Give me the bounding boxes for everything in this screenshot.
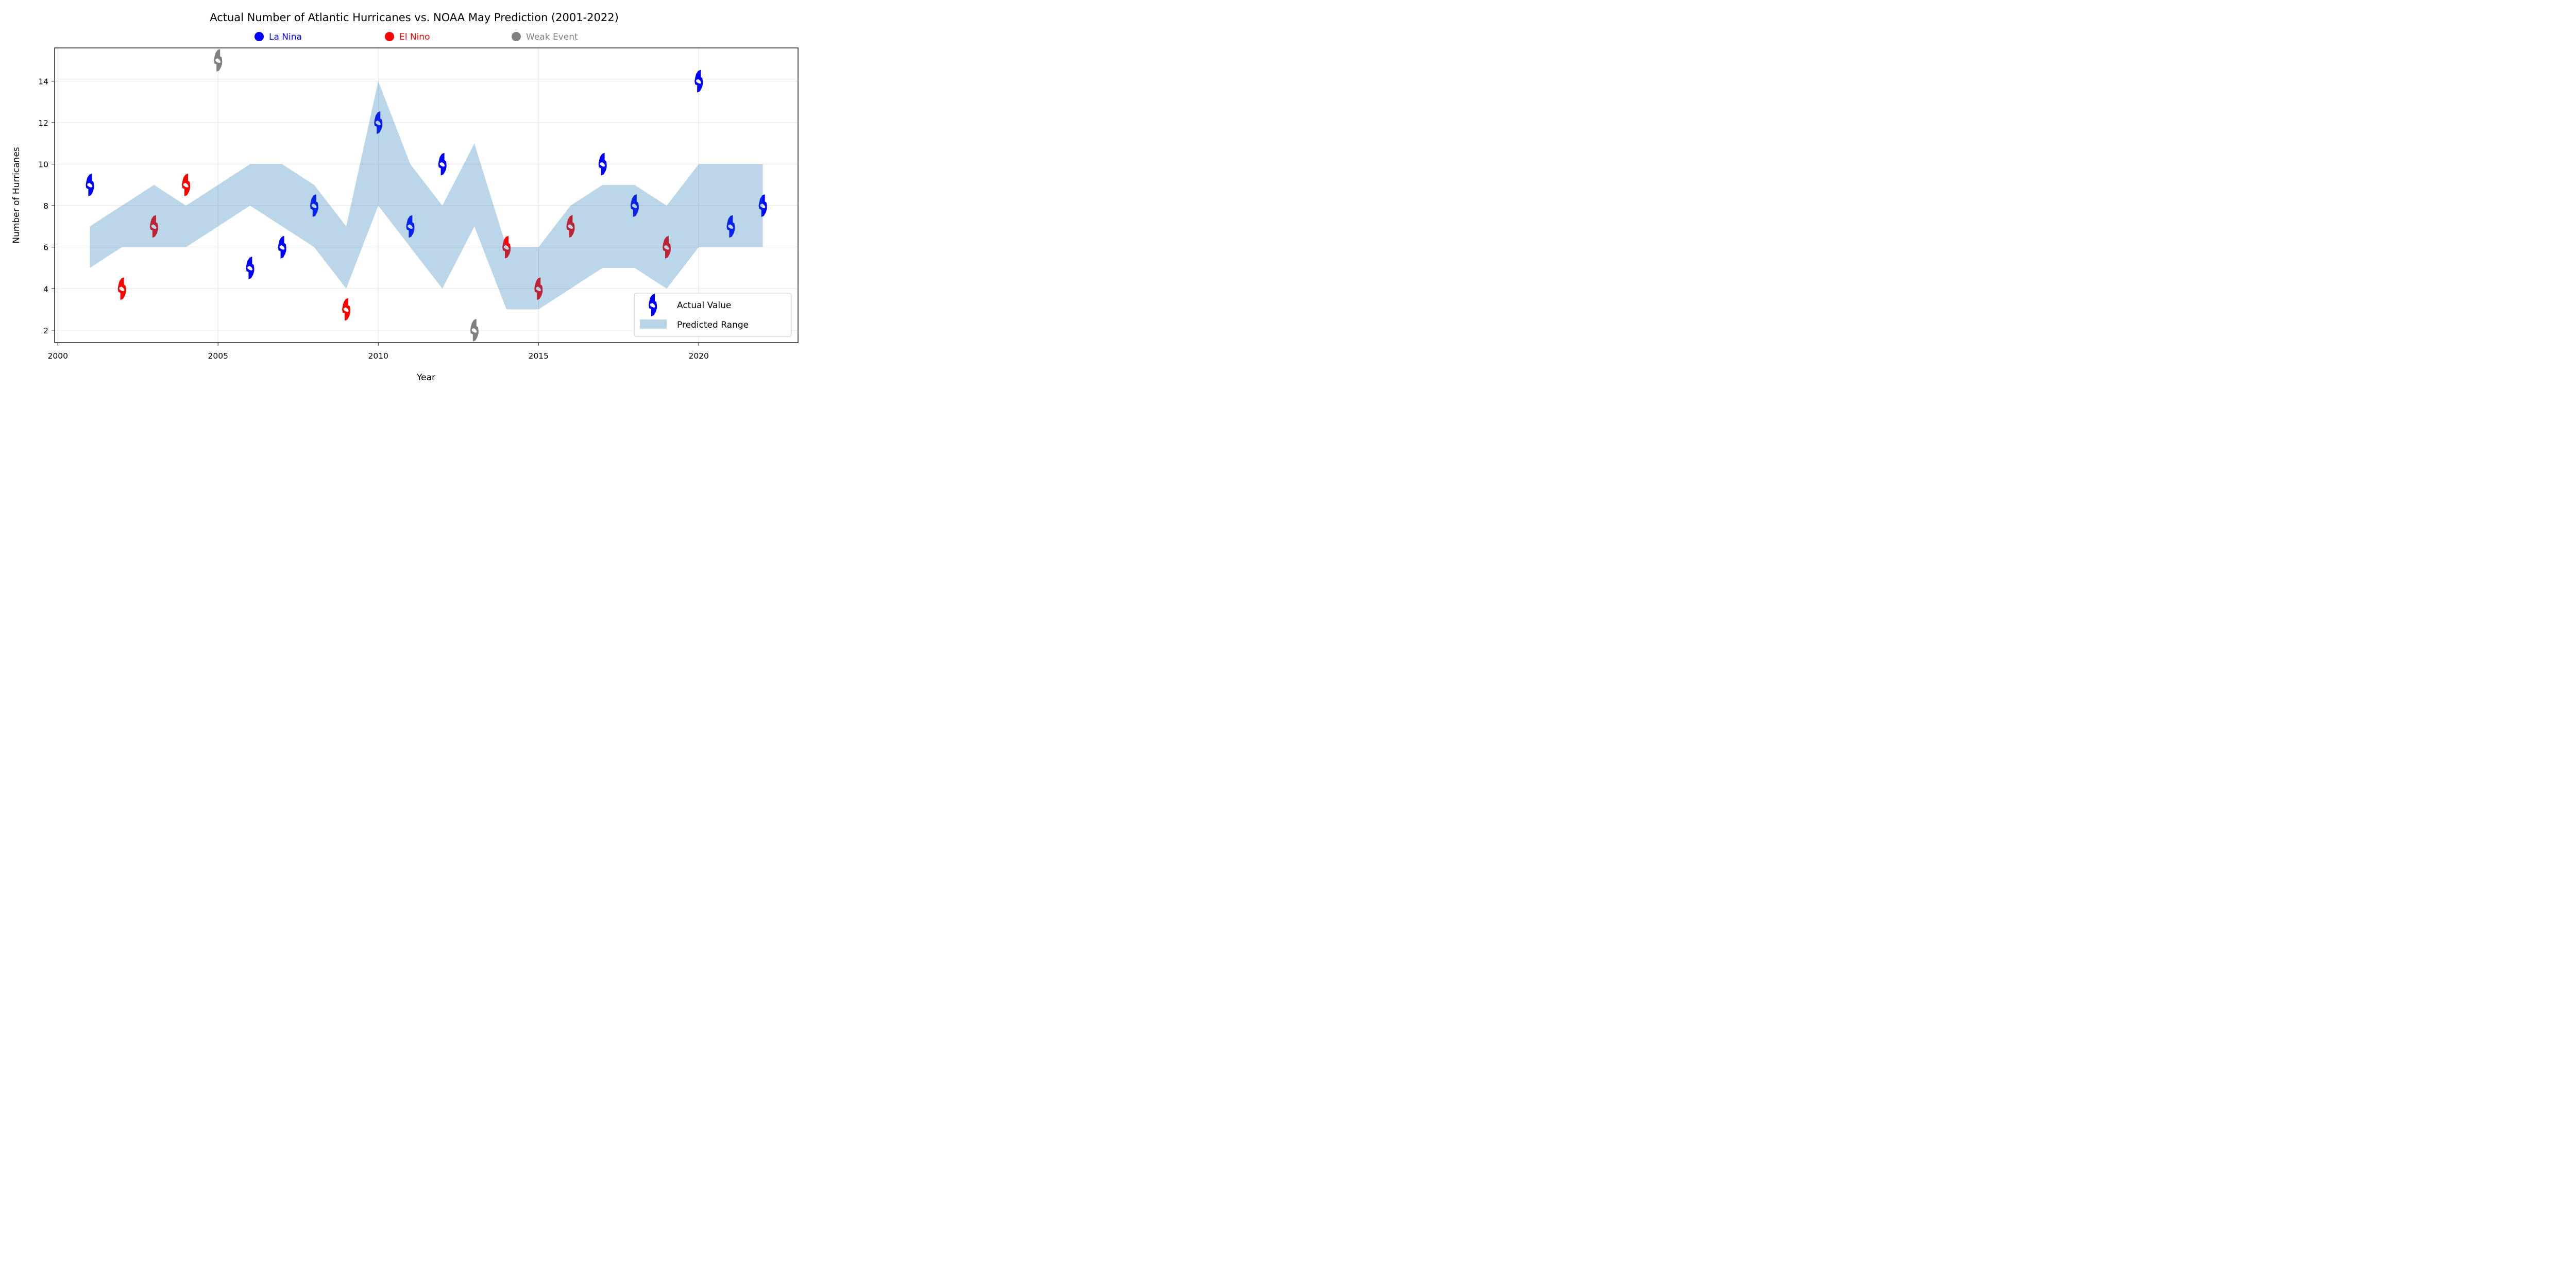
y-tick-label: 4 — [43, 284, 48, 294]
actual-marker-2021 — [726, 215, 735, 238]
plot-area — [54, 47, 799, 343]
y-tick-label: 6 — [43, 243, 48, 252]
y-axis: 2 4 6 8 10 12 14 — [38, 77, 55, 335]
actual-marker-2005 — [214, 49, 223, 72]
actual-marker-2003 — [149, 215, 158, 238]
actual-marker-2009 — [342, 298, 351, 321]
x-tick-label: 2010 — [368, 351, 388, 361]
actual-marker-2011 — [406, 215, 415, 238]
enso-legend: La Nina El Nino Weak Event — [255, 32, 578, 42]
enso-legend-label: Weak Event — [526, 32, 578, 42]
legend-label-actual: Actual Value — [677, 300, 731, 311]
actual-marker-2010 — [374, 111, 383, 134]
actual-marker-2008 — [310, 194, 318, 217]
y-axis-label: Number of Hurricanes — [11, 147, 22, 243]
x-axis-label: Year — [416, 373, 435, 383]
actual-marker-2015 — [534, 277, 543, 300]
grid-lines — [55, 48, 798, 343]
x-tick-label: 2020 — [688, 351, 708, 361]
predicted-range-area — [90, 81, 763, 310]
actual-marker-2013 — [470, 318, 479, 342]
actual-marker-2012 — [438, 153, 447, 176]
x-tick-label: 2015 — [528, 351, 548, 361]
actual-marker-2017 — [598, 153, 607, 176]
actual-marker-2004 — [182, 173, 191, 196]
legend-marker-icon — [649, 294, 657, 316]
hurricane-chart: Actual Number of Atlantic Hurricanes vs.… — [11, 11, 799, 383]
x-axis: 2000 2005 2010 2015 2020 — [47, 343, 709, 361]
enso-legend-label: El Nino — [399, 32, 430, 42]
enso-legend-dot — [385, 32, 394, 41]
x-tick-label: 2005 — [208, 351, 228, 361]
actual-marker-2022 — [758, 194, 767, 217]
actual-marker-2018 — [630, 194, 639, 217]
y-tick-label: 8 — [43, 201, 48, 211]
plot-frame — [54, 47, 799, 343]
enso-legend-label: La Nina — [269, 32, 302, 42]
actual-marker-2019 — [662, 235, 671, 259]
enso-legend-dot — [255, 32, 264, 41]
y-tick-label: 10 — [38, 160, 48, 170]
legend-box — [634, 293, 792, 337]
actual-marker-2006 — [246, 256, 255, 279]
legend-patch-icon — [640, 319, 667, 329]
y-tick-label: 14 — [38, 77, 48, 86]
chart-legend: Actual Value Predicted Range — [634, 293, 792, 337]
enso-legend-dot — [512, 32, 521, 41]
legend-label-predicted: Predicted Range — [677, 320, 749, 330]
y-tick-label: 12 — [38, 119, 48, 128]
actual-value-markers — [86, 49, 767, 342]
x-tick-label: 2000 — [47, 351, 67, 361]
actual-marker-2002 — [117, 277, 126, 300]
predicted-range-layer — [90, 81, 763, 310]
y-tick-label: 2 — [43, 326, 48, 335]
actual-marker-2007 — [278, 235, 286, 259]
chart-title: Actual Number of Atlantic Hurricanes vs.… — [210, 11, 619, 24]
actual-marker-2001 — [86, 173, 94, 196]
actual-marker-2014 — [502, 235, 511, 259]
actual-marker-2016 — [566, 215, 575, 238]
actual-marker-2020 — [694, 70, 703, 93]
